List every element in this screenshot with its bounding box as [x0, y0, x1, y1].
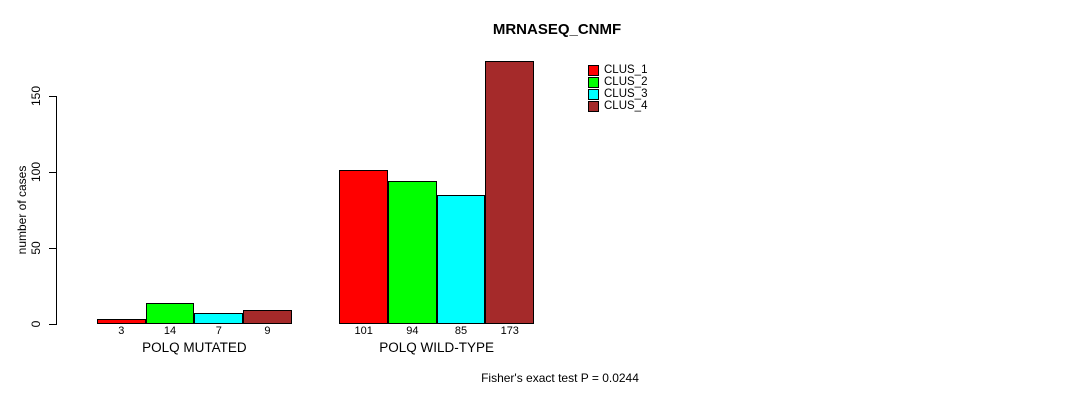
bar-value-label: 9	[264, 325, 271, 337]
bar-clus-1-polq-mutated	[97, 319, 146, 324]
bar-clus-4-polq-mutated	[243, 310, 292, 324]
y-axis-tick-label: 100	[29, 161, 43, 183]
legend-label: CLUS_4	[604, 100, 648, 112]
y-axis-tick-label: 0	[29, 320, 43, 328]
y-axis-line	[56, 96, 57, 325]
bar-value-label: 94	[406, 325, 419, 337]
legend-swatch	[588, 100, 599, 112]
y-axis-tick	[49, 323, 56, 325]
legend-swatch	[588, 64, 599, 76]
y-axis-tick	[49, 247, 56, 249]
bar-clus-2-polq-wild-type	[388, 181, 437, 324]
bar-clus-3-polq-wild-type	[436, 194, 486, 324]
bar-value-label: 7	[215, 325, 222, 337]
legend-swatch	[588, 88, 599, 100]
y-axis-tick-label: 50	[29, 241, 43, 255]
category-label-polq-wild-type: POLQ WILD-TYPE	[379, 340, 495, 355]
legend-label: CLUS_2	[604, 76, 648, 88]
bar-value-label: 85	[454, 325, 468, 337]
bar-value-label: 3	[118, 325, 125, 337]
y-axis-tick-label: 150	[29, 85, 43, 107]
bar-value-label: 101	[354, 325, 373, 337]
legend-label: CLUS_3	[604, 88, 648, 100]
bar-clus-2-polq-mutated	[145, 302, 195, 324]
legend-label: CLUS_1	[604, 64, 648, 76]
y-axis-tick	[49, 95, 56, 97]
bar-clus-1-polq-wild-type	[339, 170, 388, 324]
y-axis-tick	[49, 171, 56, 173]
bar-value-label: 14	[163, 325, 177, 337]
chart-title: MRNASEQ_CNMF	[492, 21, 622, 38]
stat-annotation: Fisher's exact test P = 0.0244	[481, 371, 639, 385]
bar-clus-3-polq-mutated	[194, 313, 244, 324]
legend-item: CLUS_1	[588, 64, 647, 76]
category-label-polq-mutated: POLQ MUTATED	[142, 340, 247, 355]
bar-clus-4-polq-wild-type	[485, 61, 535, 324]
legend-item: CLUS_4	[588, 100, 647, 112]
legend-swatch	[588, 76, 599, 88]
legend-item: CLUS_2	[588, 76, 647, 88]
bar-value-label: 173	[500, 325, 519, 337]
legend: CLUS_1 CLUS_2 CLUS_3 CLUS_4	[588, 64, 647, 112]
legend-item: CLUS_3	[588, 88, 647, 100]
